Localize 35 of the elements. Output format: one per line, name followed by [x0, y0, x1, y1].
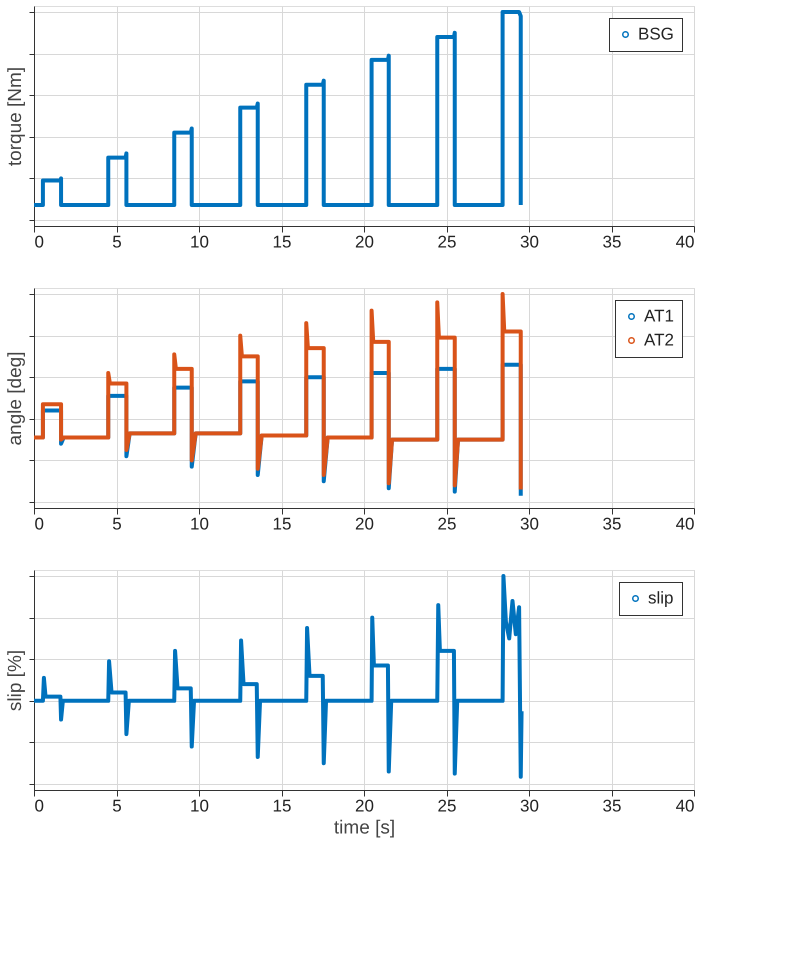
x-tick-label: 35 [602, 796, 622, 816]
x-tick-label: 10 [190, 796, 209, 816]
x-tick-label: 20 [355, 232, 374, 252]
x-tick-label: 40 [676, 796, 694, 816]
x-tick-label: 30 [520, 232, 539, 252]
x-tick-label: 0 [34, 514, 44, 534]
x-tick-label: 0 [34, 232, 44, 252]
x-axis-title: time [s] [334, 818, 396, 838]
x-tick-label: 10 [190, 514, 209, 534]
x-tick-label: 40 [676, 514, 694, 534]
legend-label: AT1 [644, 306, 674, 326]
x-tick-label: 15 [272, 232, 292, 252]
y-axis-title: slip [%] [5, 650, 26, 712]
x-tick-label: 10 [190, 232, 209, 252]
x-tick-label: 15 [272, 796, 292, 816]
legend-label: slip [648, 588, 674, 608]
x-tick-label: 40 [676, 232, 694, 252]
x-tick-label: 5 [112, 514, 122, 534]
x-tick-label: 5 [112, 232, 122, 252]
x-tick-label: 20 [355, 514, 374, 534]
x-tick-label: 30 [520, 514, 539, 534]
legend-label: AT2 [644, 330, 674, 350]
x-tick-label: 35 [602, 514, 622, 534]
x-tick-label: 25 [438, 514, 456, 534]
x-tick-label: 5 [112, 796, 122, 816]
x-tick-label: 35 [602, 232, 622, 252]
x-tick-label: 0 [34, 796, 44, 816]
x-tick-label: 15 [272, 514, 292, 534]
x-tick-label: 25 [438, 232, 456, 252]
legend-label: BSG [638, 24, 674, 44]
y-axis-title: angle [deg] [5, 351, 26, 446]
y-axis-title: torque [Nm] [5, 66, 26, 166]
x-tick-label: 30 [520, 796, 539, 816]
x-tick-label: 20 [355, 796, 374, 816]
x-tick-label: 25 [438, 796, 456, 816]
